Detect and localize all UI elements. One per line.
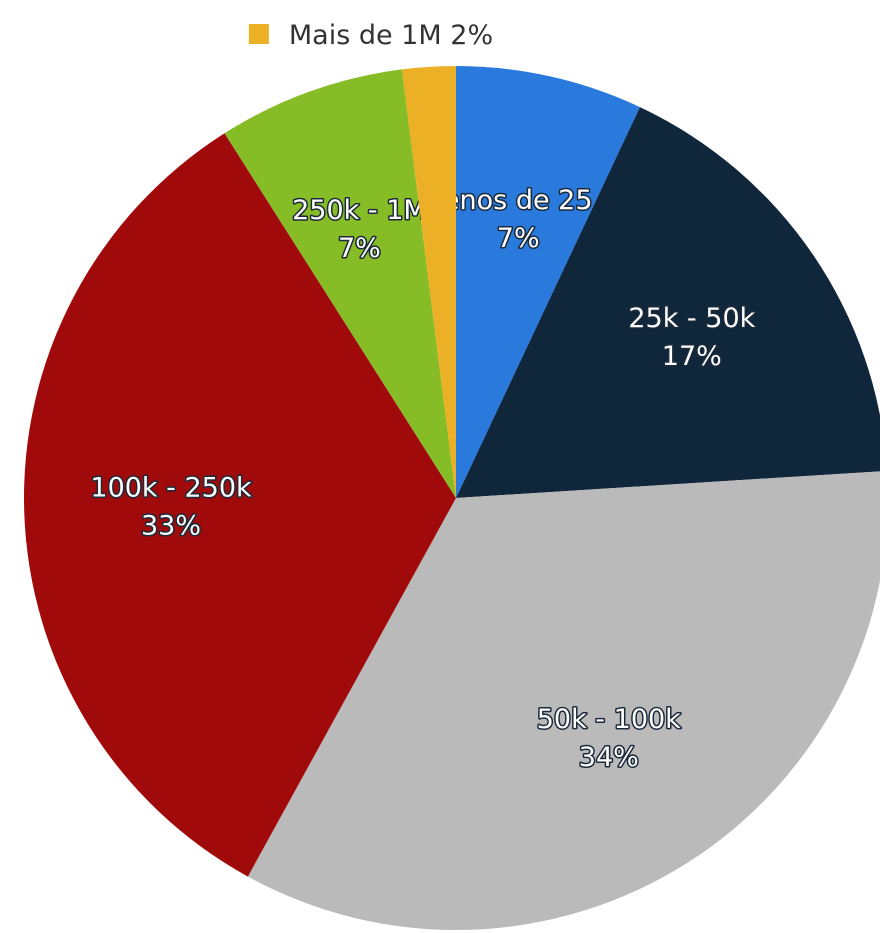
data-label: Mais de 1M 2% xyxy=(289,20,493,51)
pie-slice xyxy=(224,69,456,499)
data-label-name: 100k - 250k xyxy=(90,472,252,503)
data-label-name: 25k - 50k xyxy=(628,303,755,334)
data-label-value: 34% xyxy=(579,742,639,773)
pie-slice xyxy=(247,471,880,930)
data-label-value: 2% xyxy=(450,20,493,51)
label-marker xyxy=(248,24,269,44)
data-label-value: 17% xyxy=(662,341,722,372)
pie-slice xyxy=(456,107,880,498)
data-label-value: 33% xyxy=(141,510,201,541)
pie-slice xyxy=(23,133,457,877)
pie-slice xyxy=(401,66,456,498)
data-label-value: 7% xyxy=(338,233,381,264)
data-label-name: Mais de 1M xyxy=(289,20,442,51)
data-label-name: 50k - 100k xyxy=(537,704,681,735)
data-label-value: 7% xyxy=(497,223,540,254)
pie-slice xyxy=(456,66,640,498)
data-label-name: 250k - 1M xyxy=(292,195,427,226)
